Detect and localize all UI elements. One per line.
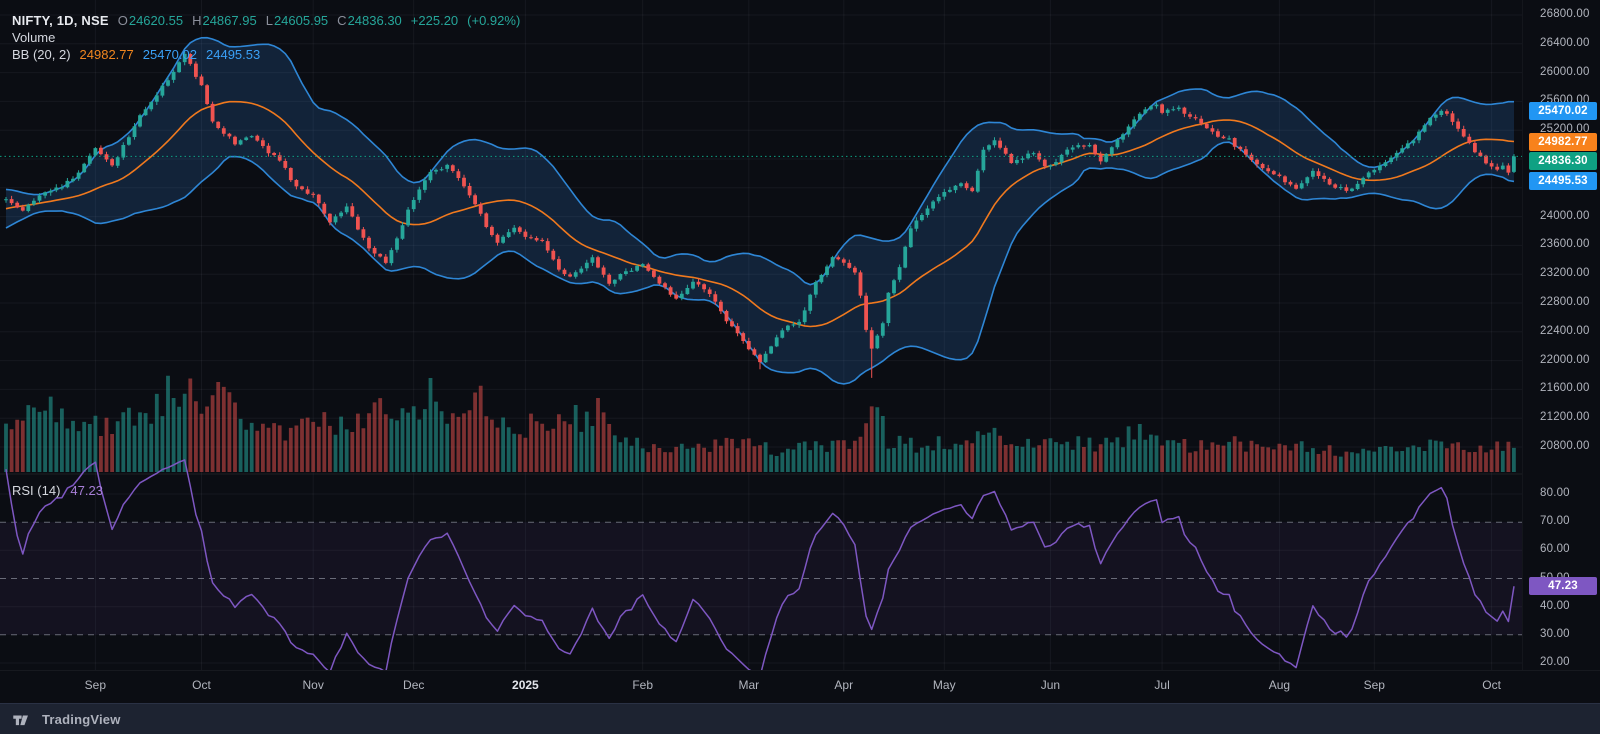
footer-bar: TradingView: [0, 703, 1600, 734]
price-change-percent: (+0.92%): [467, 12, 521, 28]
chart-legend: NIFTY, 1D, NSE O 24620.55 H 24867.95 L 2460…: [12, 12, 520, 63]
tradingview-logo[interactable]: TradingView: [12, 712, 121, 728]
rsi-label: RSI (14): [12, 482, 61, 498]
rsi-tick-label: 60.00: [1540, 543, 1570, 556]
price-tick-label: 20800.00: [1540, 440, 1590, 452]
price-tick-label: 21200.00: [1540, 411, 1590, 424]
bb-lower-value: 24495.53: [206, 46, 261, 62]
time-axis-label: Sep: [1363, 678, 1385, 692]
time-axis[interactable]: Sep Oct Nov Dec 2025 Feb Mar Apr May Jun Jul Aug Sep…: [0, 670, 1600, 704]
ohlc-open: O 24620.55: [117, 12, 184, 28]
rsi-line: [5, 459, 1515, 670]
rsi-pane-layer: [0, 459, 1522, 670]
time-axis-label: May: [932, 678, 956, 692]
volume-legend-row[interactable]: Volume: [12, 29, 520, 45]
symbol-title[interactable]: NIFTY, 1D, NSE: [12, 12, 109, 28]
rsi-tick-label: 20.00: [1540, 656, 1570, 668]
time-axis-label: Feb: [632, 678, 654, 692]
price-tick-label: 22000.00: [1540, 353, 1590, 366]
price-tick-label: 23200.00: [1540, 267, 1590, 280]
tradingview-logo-icon: [13, 715, 28, 725]
rsi-tick-label: 80.00: [1540, 487, 1570, 499]
candlesticks-layer: [4, 51, 1516, 378]
time-axis-label: Oct: [192, 678, 211, 692]
bb-basis-badge: 24982.77: [1529, 132, 1597, 151]
price-axis[interactable]: 26800.00 26400.00 26000.00 25600.00 25200.00…: [1522, 0, 1600, 670]
ohlc-high: H 24867.95: [192, 12, 257, 28]
bb-basis-line: [5, 100, 1515, 328]
time-axis-label: Nov: [302, 678, 324, 692]
price-tick-label: 22800.00: [1540, 296, 1590, 308]
symbol-legend-row[interactable]: NIFTY, 1D, NSE O 24620.55 H 24867.95 L 2460…: [12, 12, 520, 28]
volume-bars-layer: [4, 375, 1516, 472]
bb-basis-value: 24982.77: [79, 46, 134, 62]
price-tick-label: 22400.00: [1540, 324, 1590, 337]
price-tick-label: 21600.00: [1540, 382, 1590, 395]
volume-up-bars: [4, 375, 1516, 472]
grid-lines-layer: [0, 0, 1522, 670]
time-axis-label: Oct: [1482, 678, 1501, 692]
bb-upper-value: 25470.02: [142, 46, 197, 62]
rsi-value-badge: 47.23: [1529, 577, 1597, 596]
rsi-tick-label: 70.00: [1540, 515, 1570, 528]
price-change: +225.20: [410, 12, 459, 28]
price-tick-label: 24000.00: [1540, 209, 1590, 222]
bb-fill: [6, 37, 1514, 384]
price-tick-label: 23600.00: [1540, 238, 1590, 251]
rsi-tick-label: 40.00: [1540, 599, 1570, 612]
bb-lower-badge: 24495.53: [1529, 171, 1597, 190]
time-axis-label: Jul: [1154, 678, 1170, 692]
price-tick-label: 26000.00: [1540, 65, 1590, 78]
price-tick-label: 26400.00: [1540, 36, 1590, 49]
time-axis-label: 2025: [512, 678, 539, 692]
price-chart-canvas[interactable]: [0, 0, 1522, 670]
time-axis-label: Jun: [1040, 678, 1061, 692]
price-tick-label: 25200.00: [1540, 123, 1590, 136]
rsi-legend-row[interactable]: RSI (14) 47.23: [12, 482, 103, 498]
bb-upper-badge: 25470.02: [1529, 101, 1597, 120]
ohlc-close: C 24836.30: [337, 12, 402, 28]
volume-down-bars: [9, 378, 1511, 472]
tradingview-logo-text: TradingView: [42, 712, 121, 727]
time-axis-label: Apr: [834, 678, 854, 692]
bollinger-legend-row[interactable]: BB (20, 2) 24982.77 25470.02 24495.53: [12, 46, 520, 62]
bb-upper-line: [5, 36, 1514, 286]
chart-plot-area[interactable]: NIFTY, 1D, NSE O 24620.55 H 24867.95 L 2460…: [0, 0, 1522, 670]
last-price-badge: 24836.30: [1529, 151, 1597, 170]
bb-label: BB (20, 2): [12, 46, 71, 62]
time-axis-label: Dec: [403, 678, 425, 692]
time-axis-label: Mar: [738, 678, 760, 692]
time-axis-label: Aug: [1268, 678, 1291, 692]
ohlc-low: L 24605.95: [265, 12, 329, 28]
rsi-value: 47.23: [70, 482, 103, 498]
rsi-tick-label: 30.00: [1540, 627, 1570, 640]
volume-label: Volume: [12, 29, 56, 45]
price-tick-label: 26800.00: [1540, 8, 1590, 20]
time-axis-label: Sep: [84, 678, 107, 692]
